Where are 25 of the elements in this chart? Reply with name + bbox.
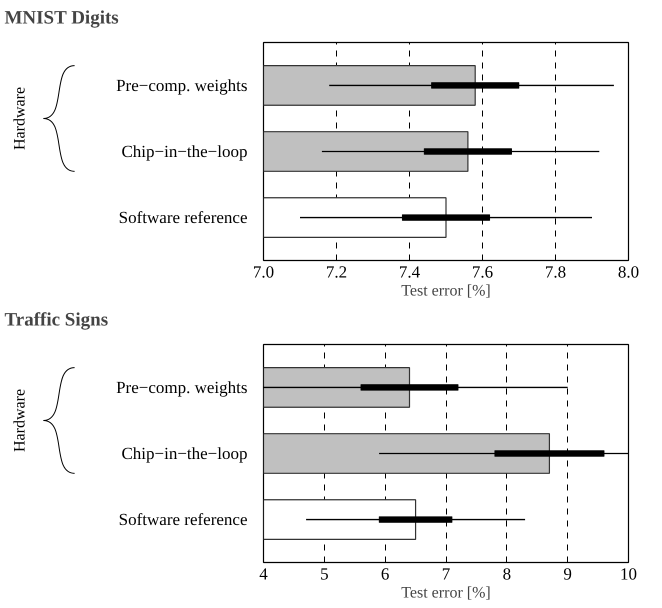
y-tick-label: Chip−in−the−loop	[121, 142, 248, 161]
text: Hardware	[12, 86, 28, 150]
x-tick-label: 8.0	[618, 262, 640, 282]
x-tick-label: 7.8	[544, 262, 566, 282]
x-tick-label: 7.4	[398, 262, 421, 282]
y-tick-label: Pre−comp. weights	[116, 76, 248, 95]
x-tick-label: 7.6	[472, 262, 494, 282]
text: Hardware	[12, 388, 28, 452]
y-tick-label: Software reference	[118, 510, 248, 530]
x-tick-label: 8	[502, 564, 512, 584]
x-tick-label: 9	[563, 564, 572, 584]
x-tick-label: 7.2	[326, 262, 348, 282]
x-axis-title: Test error [%]	[401, 584, 491, 602]
x-tick-label: 4	[259, 564, 268, 584]
x-tick-label: 7.0	[252, 262, 274, 282]
x-tick-label: 10	[620, 564, 637, 584]
y-tick-label: Pre−comp. weights	[116, 378, 248, 397]
x-axis-title: Test error [%]	[401, 282, 491, 300]
y-tick-label: Software reference	[118, 208, 248, 228]
x-tick-label: 6	[380, 564, 390, 584]
x-tick-label: 5	[320, 564, 329, 584]
text: MNIST Digits	[4, 8, 119, 28]
text: Traffic Signs	[4, 310, 108, 330]
x-tick-label: 7	[442, 564, 451, 584]
y-tick-label: Chip−in−the−loop	[121, 444, 248, 463]
